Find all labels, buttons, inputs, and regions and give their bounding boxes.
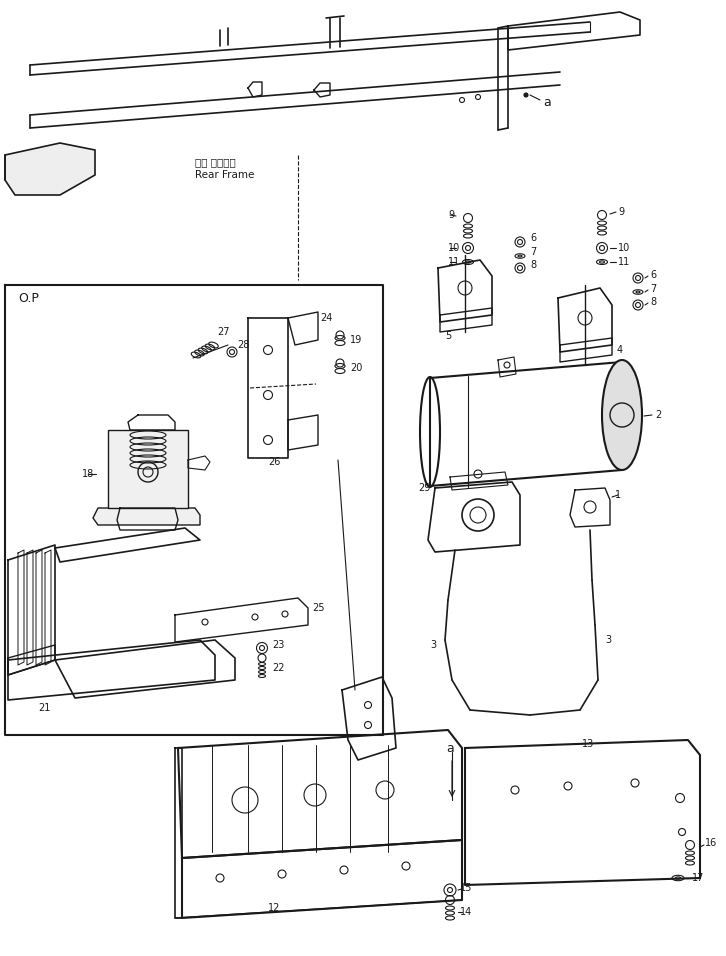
Text: 9: 9 (448, 210, 454, 220)
Text: 10: 10 (618, 243, 630, 253)
Text: 11: 11 (618, 257, 630, 267)
Text: 6: 6 (530, 233, 536, 243)
Text: 16: 16 (705, 838, 717, 848)
Text: 17: 17 (692, 873, 704, 883)
Text: リヤ フレーム: リヤ フレーム (195, 157, 236, 167)
Text: 9: 9 (618, 207, 624, 217)
Text: a: a (543, 96, 551, 108)
Text: 15: 15 (460, 883, 473, 893)
Text: 23: 23 (272, 640, 285, 650)
Circle shape (524, 93, 528, 97)
Text: 13: 13 (582, 739, 595, 749)
Text: 29: 29 (418, 483, 431, 493)
Text: 8: 8 (650, 297, 656, 307)
Polygon shape (108, 430, 188, 508)
Text: 24: 24 (320, 313, 333, 323)
Text: 20: 20 (350, 363, 362, 373)
Text: 7: 7 (650, 284, 656, 294)
Text: 22: 22 (272, 663, 285, 673)
Text: 27: 27 (217, 327, 229, 337)
Text: 18: 18 (82, 469, 94, 479)
Text: 25: 25 (312, 603, 325, 613)
Text: 3: 3 (430, 640, 436, 650)
Text: 11: 11 (448, 257, 460, 267)
Ellipse shape (602, 360, 642, 470)
Text: 6: 6 (650, 270, 656, 280)
Text: 4: 4 (617, 345, 623, 355)
Text: 28: 28 (237, 340, 249, 350)
Text: 2: 2 (655, 410, 661, 420)
Text: 5: 5 (445, 331, 452, 341)
Text: 26: 26 (268, 457, 280, 467)
Text: Rear Frame: Rear Frame (195, 170, 254, 180)
Text: a: a (446, 742, 454, 754)
Text: 8: 8 (530, 260, 536, 270)
Text: 7: 7 (530, 247, 537, 257)
Polygon shape (93, 508, 200, 525)
Polygon shape (5, 143, 95, 195)
Text: 1: 1 (615, 490, 621, 500)
Text: 14: 14 (460, 907, 472, 917)
Text: 3: 3 (605, 635, 611, 645)
Text: O.P: O.P (18, 292, 39, 305)
Text: 19: 19 (350, 335, 362, 345)
Text: 12: 12 (268, 903, 280, 913)
Text: 10: 10 (448, 243, 460, 253)
Text: 21: 21 (38, 703, 50, 713)
